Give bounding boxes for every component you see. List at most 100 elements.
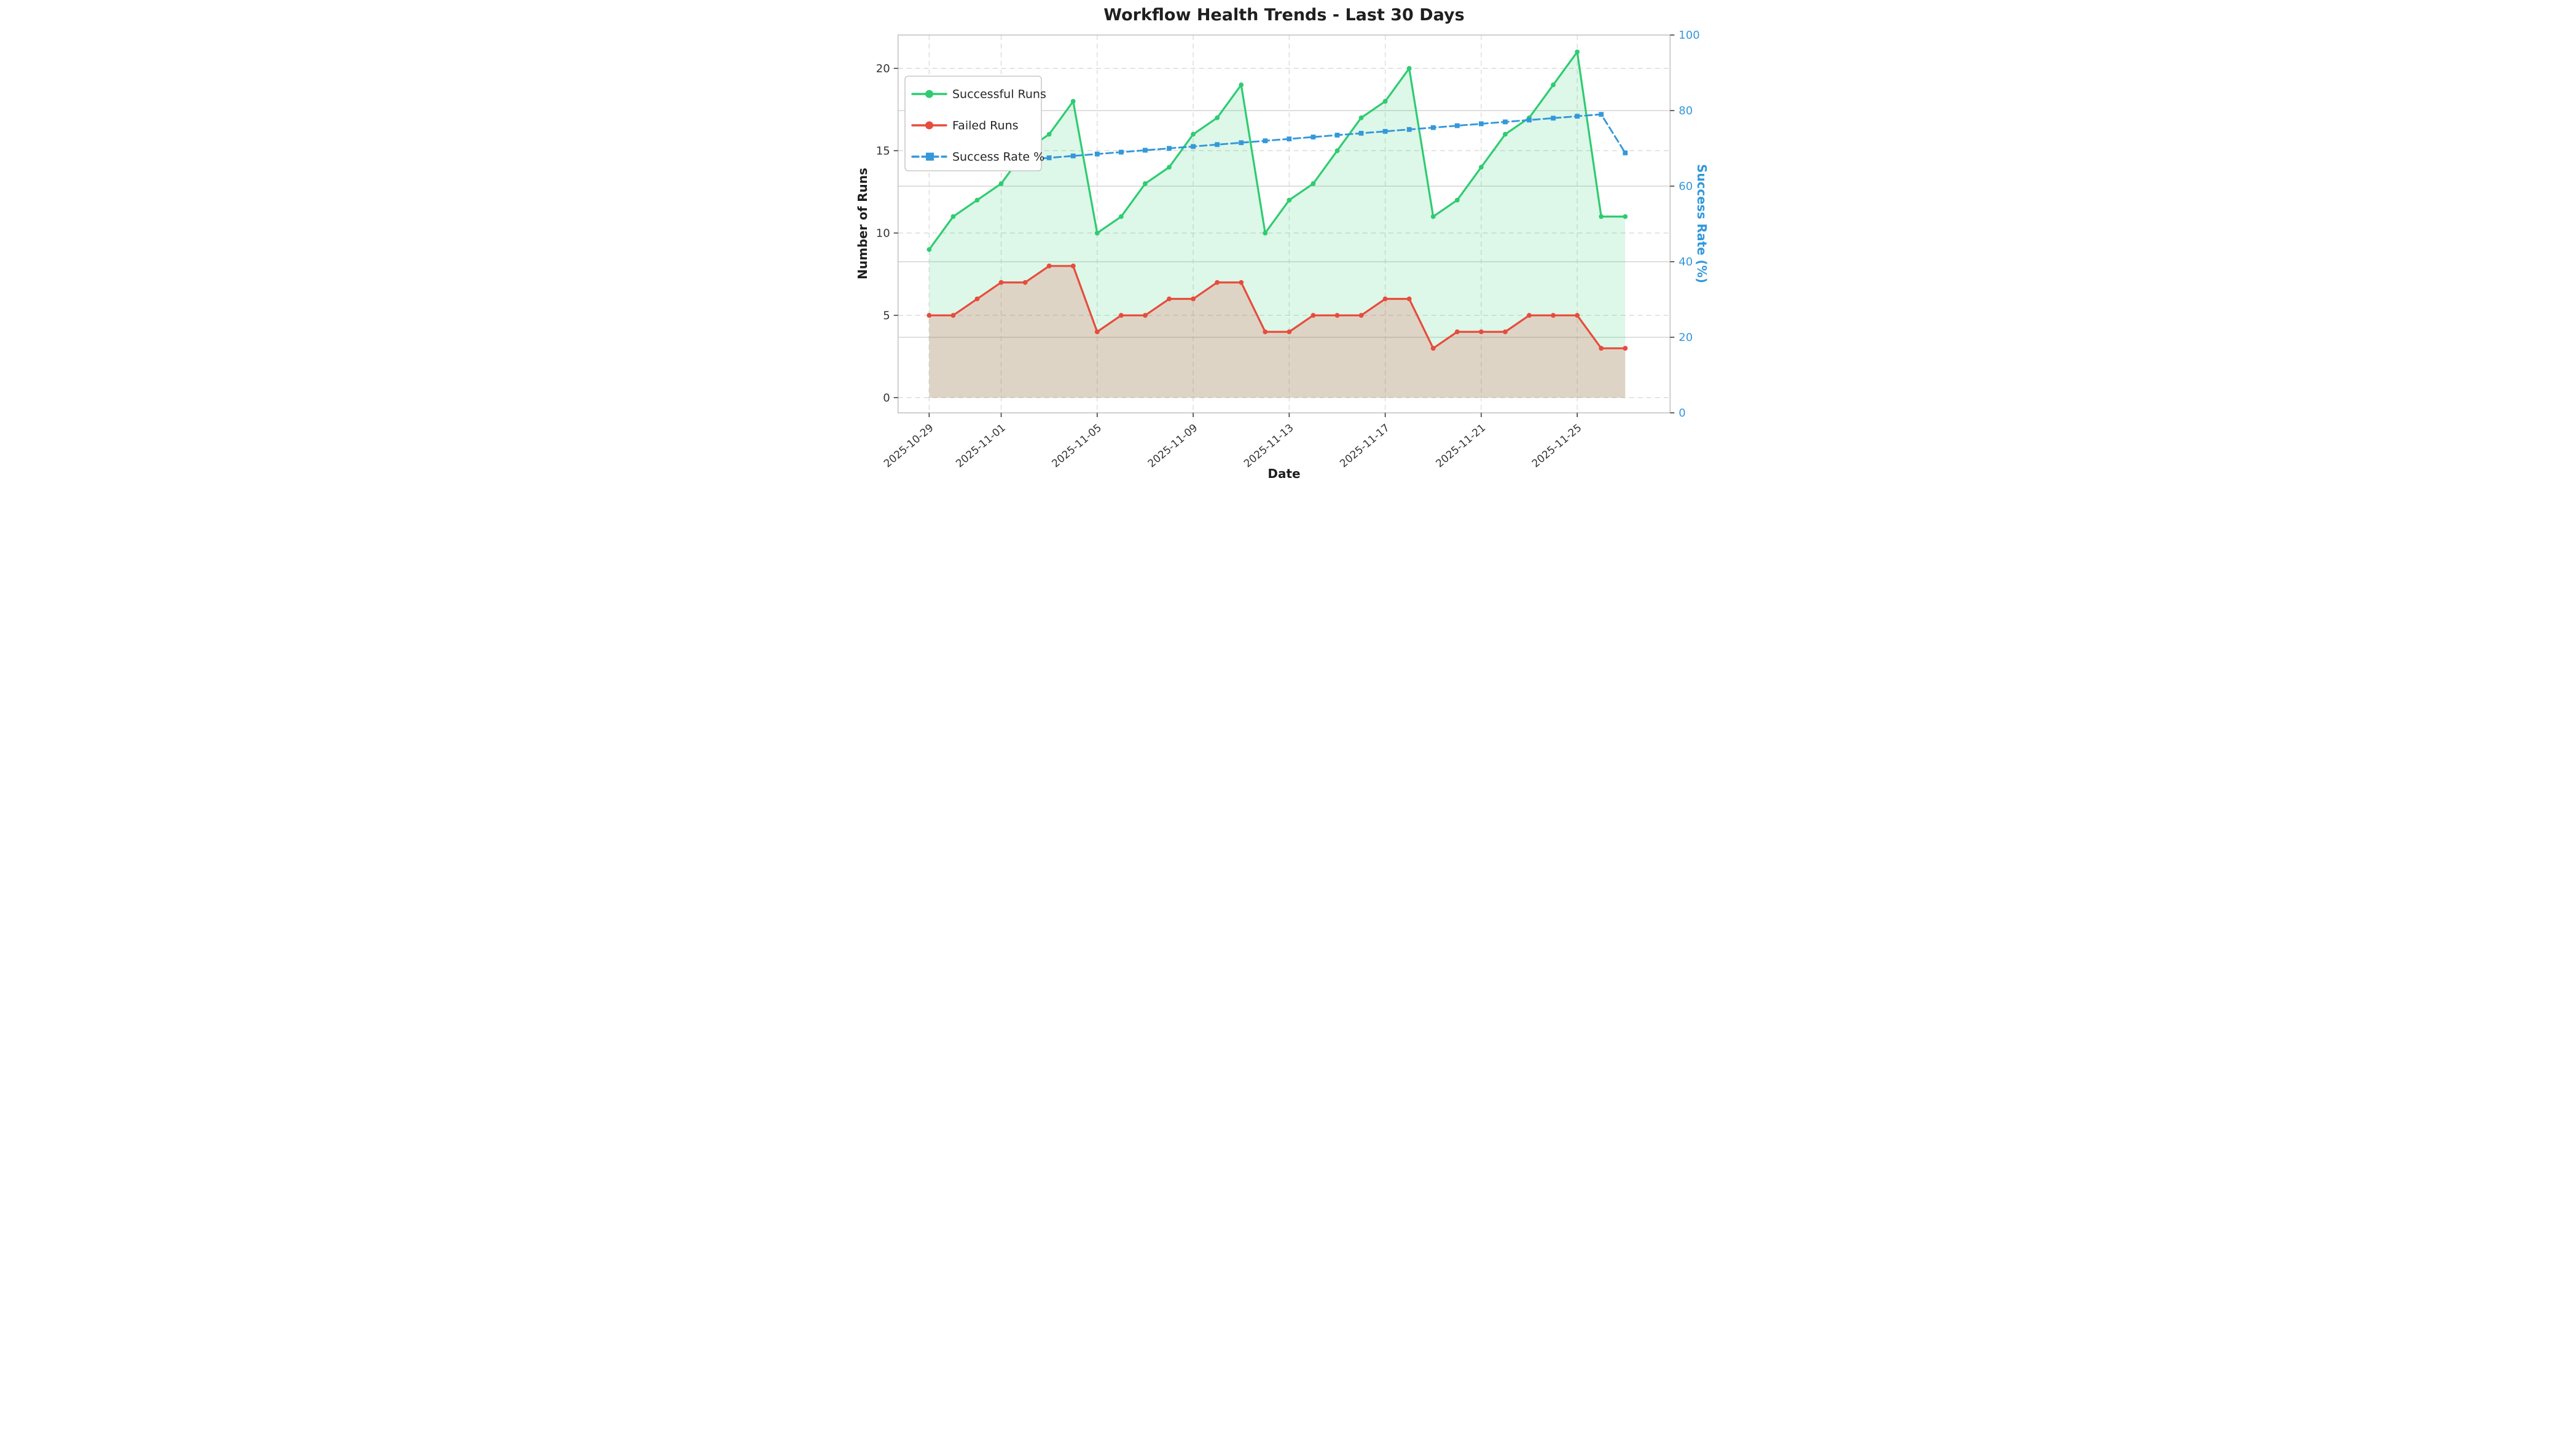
successful-runs-point — [1263, 230, 1268, 236]
successful-runs-point — [950, 214, 956, 219]
plot-border — [897, 34, 1671, 413]
success-rate--point — [1215, 142, 1220, 147]
failed-runs-point — [1454, 329, 1460, 335]
successful-runs-point — [1623, 214, 1628, 219]
legend-label: Successful Runs — [952, 88, 1046, 101]
failed-runs-point — [1022, 280, 1028, 285]
legend-item-successful-runs: Successful Runs — [911, 88, 1046, 101]
y-axis-label-right: Success Rate (%) — [1694, 164, 1708, 283]
legend: Successful Runs Failed Runs Success Rate % — [904, 76, 1046, 171]
success-rate--point — [1118, 149, 1124, 155]
success-rate--line — [928, 113, 1626, 168]
failed-runs-point — [1118, 313, 1124, 318]
legend-box — [904, 76, 1042, 171]
successful-runs-point — [1239, 82, 1244, 88]
failed-runs-point — [1382, 296, 1388, 302]
failed-runs-point — [998, 280, 1004, 285]
y-tick-label-right: 80 — [1679, 104, 1693, 117]
failed-runs-point — [1430, 346, 1436, 351]
success-rate--point — [1046, 155, 1052, 160]
x-tick-label: 2025-11-09 — [1146, 422, 1201, 471]
successful-runs-point — [1478, 165, 1484, 170]
y-tick-label-right: 60 — [1679, 180, 1693, 193]
y-axis-label-left: Number of Runs — [855, 168, 870, 280]
failed-runs-markers — [926, 264, 1628, 351]
success-rate--point — [1191, 144, 1196, 149]
failed-runs-point — [926, 313, 932, 318]
successful-runs-area — [929, 52, 1626, 398]
successful-runs-markers — [926, 49, 1628, 252]
failed-runs-point — [1263, 329, 1268, 335]
successful-runs-point — [1094, 230, 1100, 236]
y-tick-label-left: 15 — [876, 144, 890, 157]
x-tick-label: 2025-11-13 — [1242, 422, 1296, 471]
x-tick-label: 2025-11-05 — [1049, 422, 1104, 471]
y-tick-label-left: 0 — [883, 391, 890, 404]
successful-runs-point — [1287, 197, 1292, 203]
success-rate--point — [1167, 146, 1172, 151]
failed-runs-point — [1191, 296, 1196, 302]
successful-runs-legend-marker — [925, 90, 933, 98]
successful-runs-point — [1070, 99, 1076, 104]
gridlines — [898, 35, 1671, 413]
successful-runs-point — [1503, 131, 1508, 137]
x-tick-label: 2025-10-29 — [882, 422, 936, 471]
success-rate--point — [1623, 150, 1628, 155]
legend-item-success-rate-: Success Rate % — [911, 151, 1044, 164]
successful-runs-point — [1382, 99, 1388, 104]
success-rate--point — [1070, 153, 1076, 159]
success-rate--point — [1287, 136, 1292, 142]
failed-runs-legend-marker — [925, 121, 933, 130]
success-rate--point — [1358, 131, 1364, 136]
failed-runs-line — [928, 265, 1626, 350]
successful-runs-point — [926, 247, 932, 252]
chart-title: Workflow Health Trends - Last 30 Days — [1103, 6, 1464, 25]
failed-runs-point — [974, 296, 980, 302]
success-rate--legend-marker — [926, 152, 934, 161]
failed-runs-point — [1094, 329, 1100, 335]
legend-label: Failed Runs — [952, 119, 1019, 133]
successful-runs-point — [1430, 214, 1436, 219]
successful-runs-point — [1046, 131, 1052, 137]
failed-runs-point — [1599, 346, 1604, 351]
y-tick-label-left: 10 — [876, 227, 890, 240]
failed-runs-point — [1215, 280, 1220, 285]
failed-runs-point — [1478, 329, 1484, 335]
successful-runs-point — [1358, 115, 1364, 120]
success-rate--point — [1430, 125, 1436, 130]
y-tick-label-right: 100 — [1679, 29, 1699, 42]
success-rate--point — [1382, 128, 1388, 134]
failed-runs-point — [1527, 313, 1532, 318]
successful-runs-point — [1118, 214, 1124, 219]
y-tick-label-right: 20 — [1679, 331, 1693, 344]
success-rate--point — [1527, 117, 1532, 123]
successful-runs-point — [974, 197, 980, 203]
success-rate--point — [1599, 112, 1604, 117]
success-rate--point — [1310, 135, 1316, 139]
successful-runs-point — [1551, 82, 1556, 88]
successful-runs-point — [1334, 148, 1340, 154]
x-tick-label: 2025-11-01 — [954, 422, 1008, 471]
y-tick-label-right: 0 — [1679, 407, 1685, 420]
failed-runs-point — [1551, 313, 1556, 318]
failed-runs-point — [1406, 296, 1412, 302]
success-rate--point — [1263, 138, 1268, 144]
failed-runs-point — [1239, 280, 1244, 285]
failed-runs-point — [1070, 264, 1076, 268]
x-tick-label: 2025-11-21 — [1434, 422, 1489, 471]
failed-runs-point — [1358, 313, 1364, 318]
workflow-health-chart: Workflow Health Trends - Last 30 Days Nu… — [855, 6, 1709, 481]
failed-runs-point — [1334, 313, 1340, 318]
workflow-health-trends-figure: Workflow Health Trends - Last 30 Days Nu… — [854, 0, 1709, 485]
successful-runs-point — [1215, 115, 1220, 120]
success-rate--point — [1454, 123, 1460, 128]
success-rate--point — [1334, 133, 1340, 138]
failed-runs-point — [1310, 313, 1316, 318]
failed-runs-point — [1623, 346, 1628, 351]
success-rate--point — [1551, 115, 1556, 121]
success-rate--point — [1094, 151, 1100, 157]
failed-runs-point — [1287, 329, 1292, 335]
plot-area: 0 5 10 15 20 0 20 40 60 80 100 2025-10-29 2025-11-01… — [876, 29, 1700, 470]
success-rate--point — [1503, 119, 1508, 125]
failed-runs-point — [1503, 329, 1508, 335]
